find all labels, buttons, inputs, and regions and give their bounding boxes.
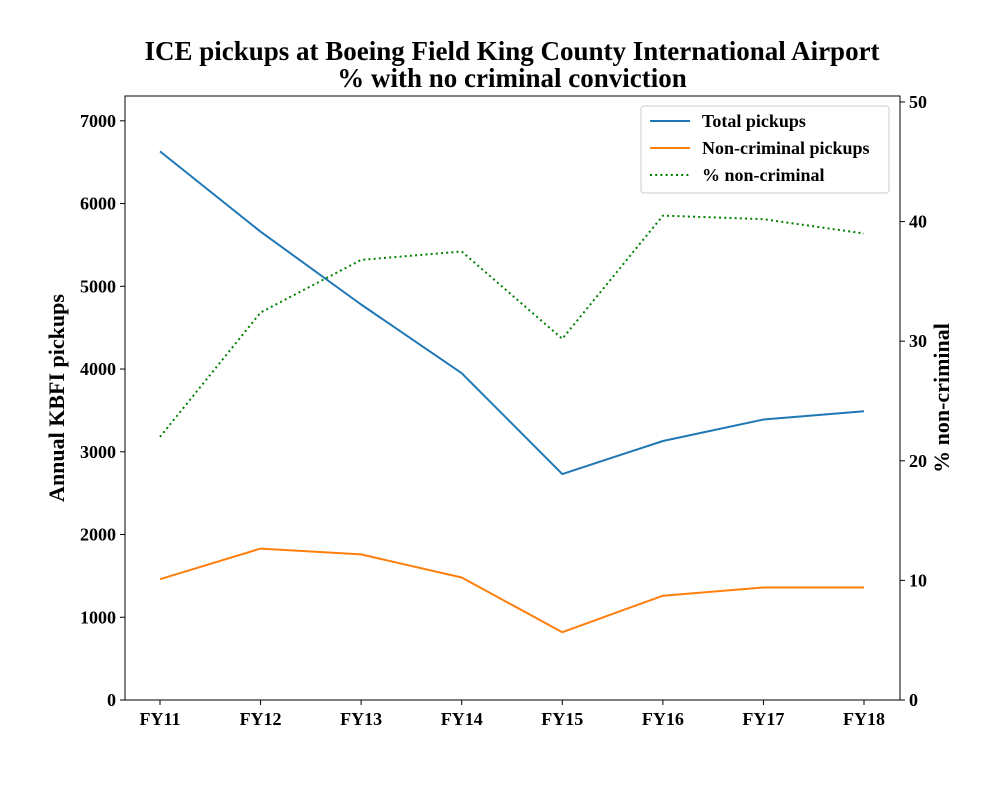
chart-title: ICE pickups at Boeing Field King County …	[144, 36, 879, 66]
legend-label-2: Non-criminal pickups	[702, 138, 870, 158]
plot-frame	[124, 95, 901, 701]
legend: Total pickups Non-criminal pickups % non-c…	[640, 105, 890, 194]
series-line-3	[159, 214, 865, 438]
x-tick-label: FY17	[742, 709, 784, 729]
y-axis-label: Annual KBFI pickups	[44, 294, 69, 502]
x-tick-label: FY14	[441, 709, 483, 729]
series-line-1	[159, 150, 865, 476]
x-tick-label: FY18	[843, 709, 885, 729]
y-tick-label: 2000	[80, 525, 116, 545]
legend-label-1: Total pickups	[702, 111, 806, 131]
y2-tick-label: 10	[909, 570, 927, 590]
y2-tick-label: 50	[909, 92, 927, 112]
legend-label-3: % non-criminal	[702, 165, 825, 185]
y-tick-label: 5000	[80, 276, 116, 296]
y-tick-label: 7000	[80, 111, 116, 131]
legend-box	[640, 105, 890, 194]
y-tick-label: 4000	[80, 359, 116, 379]
y2-axis-label: % non-criminal	[929, 323, 954, 473]
x-tick-label: FY11	[139, 709, 180, 729]
plot-area: FY11 FY12 FY13 FY14 FY15 FY16 FY17 FY1801000200…	[80, 92, 927, 729]
y-tick-label: 1000	[80, 607, 116, 627]
series-line-2	[159, 547, 864, 634]
chart-subtitle: % with no criminal conviction	[337, 63, 687, 93]
y2-tick-label: 40	[909, 212, 927, 232]
x-tick-label: FY12	[240, 709, 282, 729]
y-tick-label: 3000	[80, 442, 116, 462]
y-tick-label: 6000	[80, 194, 116, 214]
x-tick-label: FY15	[541, 709, 583, 729]
x-tick-label: FY13	[340, 709, 382, 729]
y2-tick-label: 30	[909, 331, 927, 351]
y2-tick-label: 20	[909, 451, 927, 471]
y2-tick-label: 0	[909, 690, 918, 710]
x-tick-label: FY16	[642, 709, 684, 729]
y-tick-label: 0	[107, 690, 116, 710]
